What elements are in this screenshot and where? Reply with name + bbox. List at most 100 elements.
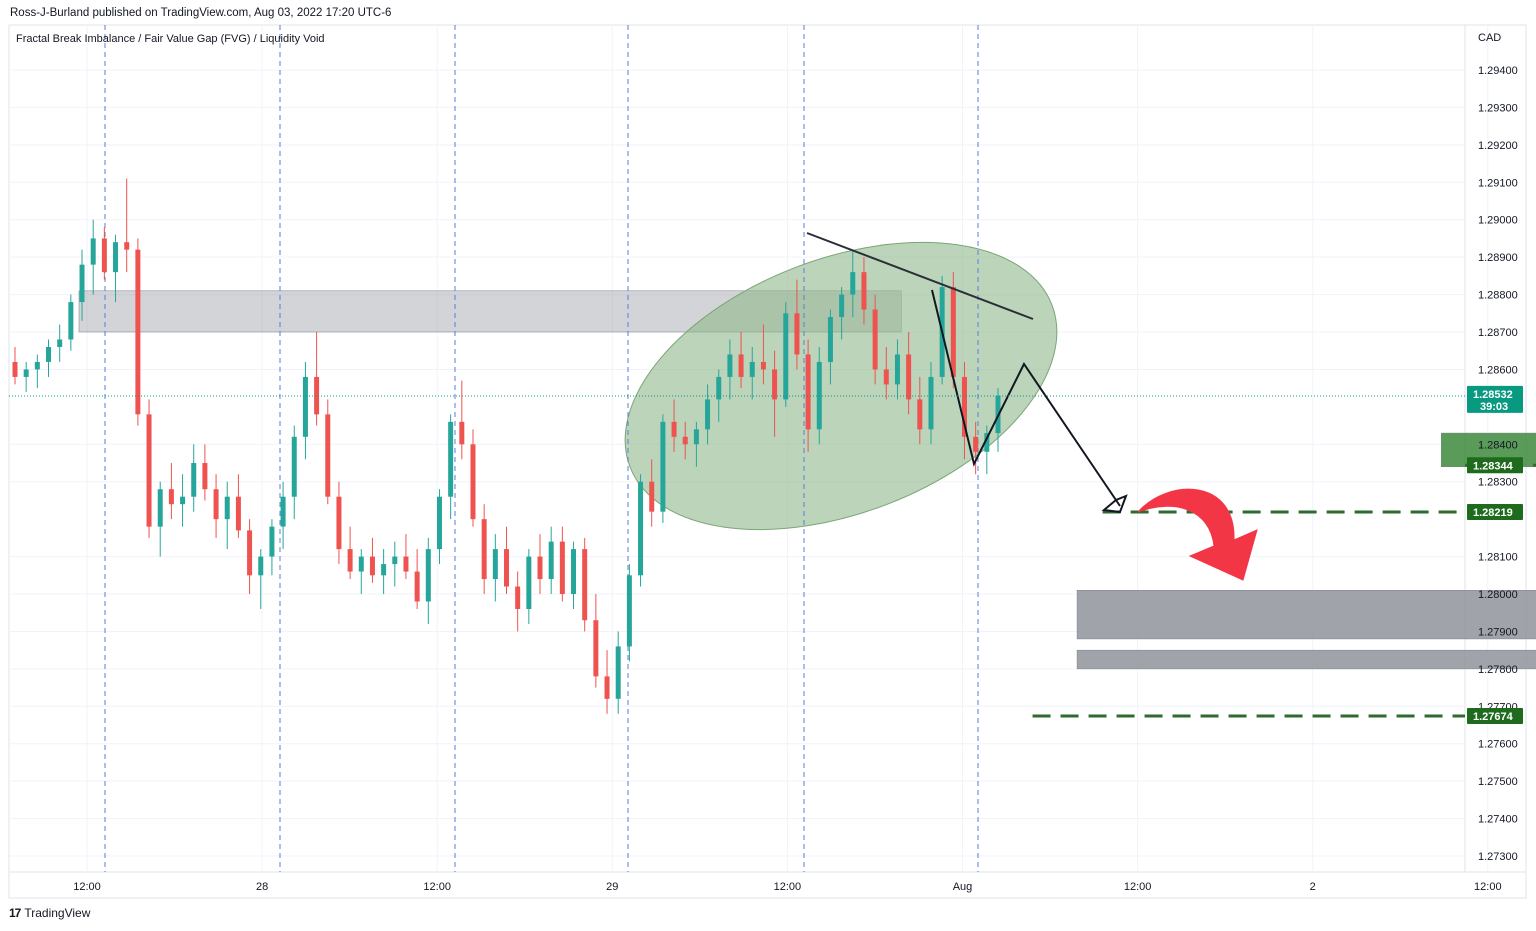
- candle-body: [850, 272, 856, 295]
- candles: [12, 178, 1001, 714]
- consolidation-ellipse: [624, 241, 1058, 531]
- candle-body: [347, 549, 353, 572]
- y-tick-label: 1.28300: [1478, 477, 1518, 489]
- publisher-line: Ross-J-Burland published on TradingView.…: [10, 7, 392, 19]
- candle-body: [470, 444, 476, 520]
- candle-body: [559, 541, 565, 595]
- candle-body: [414, 571, 420, 602]
- candle-body: [392, 556, 398, 565]
- candle-body: [693, 429, 699, 445]
- candle-body: [682, 436, 688, 445]
- candle-body: [582, 549, 588, 621]
- y-tick-label: 1.29200: [1478, 140, 1518, 152]
- price-tag-bg: [1467, 504, 1523, 521]
- candle-body: [760, 361, 766, 370]
- candle-body: [872, 309, 878, 370]
- y-tick-label: 1.28400: [1478, 439, 1518, 451]
- price-tag-bg: [1467, 457, 1523, 474]
- candle-body: [291, 436, 297, 497]
- x-tick-label: 29: [606, 881, 618, 893]
- x-tick-label: 12:00: [73, 881, 101, 893]
- candle-body: [604, 676, 610, 699]
- candle-body: [57, 339, 63, 347]
- y-tick-label: 1.27900: [1478, 626, 1518, 638]
- candle-body: [325, 414, 331, 497]
- candle-body: [269, 526, 275, 557]
- candle-body: [280, 496, 286, 527]
- x-tick-label: 2: [1310, 881, 1316, 893]
- liquidity-void-lower: [1076, 649, 1536, 670]
- x-tick-label: 28: [256, 881, 268, 893]
- candle-body: [213, 489, 219, 520]
- candle-body: [705, 399, 711, 430]
- candle-body: [794, 313, 800, 355]
- candle-body: [973, 436, 979, 452]
- candle-body: [626, 575, 632, 647]
- candle-body: [738, 354, 744, 377]
- y-tick-label: 1.28900: [1478, 252, 1518, 264]
- time-axis[interactable]: 12:002812:002912:00Aug12:00212:00312:004…: [73, 881, 1536, 893]
- candle-body: [984, 433, 990, 452]
- candle-body: [515, 586, 521, 609]
- last-price-tag-bg: [1467, 385, 1523, 413]
- tradingview-logo[interactable]: 17 TradingView: [9, 906, 90, 920]
- y-tick-label: 1.27600: [1478, 739, 1518, 751]
- candle-body: [381, 564, 387, 576]
- candle-body: [883, 369, 889, 385]
- candle-body: [23, 369, 29, 377]
- study-title: Fractal Break Imbalance / Fair Value Gap…: [16, 33, 325, 45]
- liquidity-void-upper: [1076, 590, 1536, 640]
- candle-body: [247, 530, 253, 576]
- candle-body: [492, 549, 498, 580]
- price-axis[interactable]: 1.29400 1.29300 1.29200 1.29100 1.29000 1.289…: [1478, 65, 1518, 863]
- candle-body: [504, 549, 509, 587]
- candle-body: [827, 317, 833, 362]
- candle-body: [537, 556, 543, 580]
- candle-body: [191, 463, 197, 497]
- candle-body: [783, 313, 789, 400]
- y-tick-label: 1.28100: [1478, 552, 1518, 564]
- tradingview-logo-icon: 17: [9, 906, 21, 920]
- candle-body: [615, 646, 621, 699]
- candle-body: [46, 346, 52, 362]
- candle-body: [772, 369, 778, 400]
- candle-body: [369, 556, 375, 576]
- price-tag-label: 1.28344: [1473, 460, 1514, 472]
- price-tag-label: 1.28219: [1473, 507, 1513, 519]
- currency-label: CAD: [1478, 32, 1501, 44]
- levels: [1032, 463, 1536, 718]
- x-tick-label: 12:00: [774, 881, 802, 893]
- candle-body: [481, 519, 487, 580]
- y-tick-label: 1.27300: [1478, 851, 1518, 863]
- candle-body: [101, 238, 107, 273]
- y-tick-label: 1.29000: [1478, 215, 1518, 227]
- candle-body: [917, 399, 923, 430]
- candle-body: [436, 496, 442, 550]
- y-tick-label: 1.27400: [1478, 814, 1518, 826]
- candle-body: [358, 556, 364, 572]
- candle-body: [90, 238, 96, 265]
- projected-path: [931, 289, 1121, 507]
- candle-body: [805, 354, 811, 430]
- candle-body: [425, 549, 431, 602]
- y-tick-label: 1.27500: [1478, 776, 1518, 788]
- candle-body: [961, 376, 967, 437]
- x-tick-label: 12:00: [1474, 881, 1502, 893]
- candle-body: [180, 496, 186, 505]
- projected-path-arrowhead: [1101, 494, 1128, 514]
- candle-body: [928, 376, 934, 430]
- y-tick-label: 1.29300: [1478, 102, 1518, 114]
- candle-body: [12, 361, 18, 377]
- candle-body: [459, 421, 465, 445]
- candle-body: [861, 272, 867, 310]
- candle-body: [235, 496, 241, 531]
- candle-body: [124, 242, 130, 250]
- price-tag-bg: [1467, 708, 1523, 725]
- candle-body: [258, 556, 264, 576]
- candle-body: [224, 496, 230, 520]
- y-tick-label: 1.28800: [1478, 290, 1518, 302]
- y-tick-label: 1.29100: [1478, 177, 1518, 189]
- candle-body: [113, 242, 119, 273]
